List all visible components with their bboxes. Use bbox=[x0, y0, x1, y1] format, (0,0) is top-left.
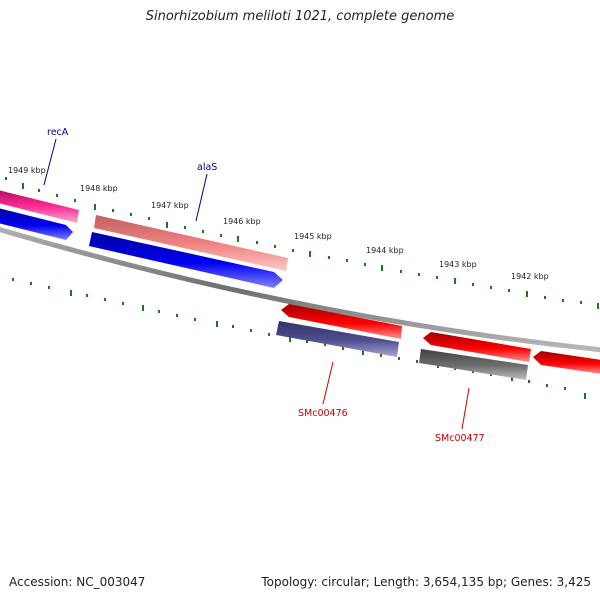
gene-forward-blue-2[interactable] bbox=[89, 232, 283, 288]
gene-SMc00477[interactable] bbox=[419, 349, 528, 380]
gene-SMc00476-red[interactable] bbox=[281, 304, 402, 339]
ruler-label-1947: 1947 kbp bbox=[151, 201, 189, 210]
gene-SMc00476[interactable] bbox=[276, 321, 399, 357]
gene-label-SMc00477[interactable]: SMc00477 bbox=[435, 433, 485, 444]
gene-forward-blue-1[interactable] bbox=[0, 208, 73, 240]
ruler-label-1942: 1942 kbp bbox=[511, 272, 549, 281]
accession-text: Accession: NC_003047 bbox=[9, 575, 146, 589]
leader-line-SMc00477 bbox=[461, 387, 470, 430]
gene-alaS[interactable] bbox=[94, 215, 288, 271]
map-title: Sinorhizobium meliloti 1021, complete ge… bbox=[145, 9, 455, 24]
leader-line-recA bbox=[43, 138, 57, 186]
gene-recA[interactable] bbox=[0, 190, 79, 223]
ruler-label-1943: 1943 kbp bbox=[439, 260, 477, 269]
gene-SMc00477-red[interactable] bbox=[423, 332, 531, 362]
gene-label-recA[interactable]: recA bbox=[47, 127, 69, 138]
ruler-label-1948: 1948 kbp bbox=[80, 184, 118, 193]
gene-label-alaS[interactable]: alaS bbox=[197, 162, 217, 173]
leader-line-alaS bbox=[195, 173, 208, 222]
genome-backbone bbox=[0, 226, 600, 353]
genome-stats-text: Topology: circular; Length: 3,654,135 bp… bbox=[261, 575, 591, 589]
ruler-label-1946: 1946 kbp bbox=[223, 217, 261, 226]
leader-line-SMc00476 bbox=[322, 361, 334, 405]
ruler-label-1945: 1945 kbp bbox=[294, 232, 332, 241]
ruler-label-1944: 1944 kbp bbox=[366, 246, 404, 255]
ruler-ticks-upper bbox=[5, 177, 599, 309]
gene-label-SMc00476[interactable]: SMc00476 bbox=[298, 408, 348, 419]
ruler-label-1949: 1949 kbp bbox=[8, 166, 46, 175]
gene-reverse-red-right[interactable] bbox=[533, 351, 600, 374]
